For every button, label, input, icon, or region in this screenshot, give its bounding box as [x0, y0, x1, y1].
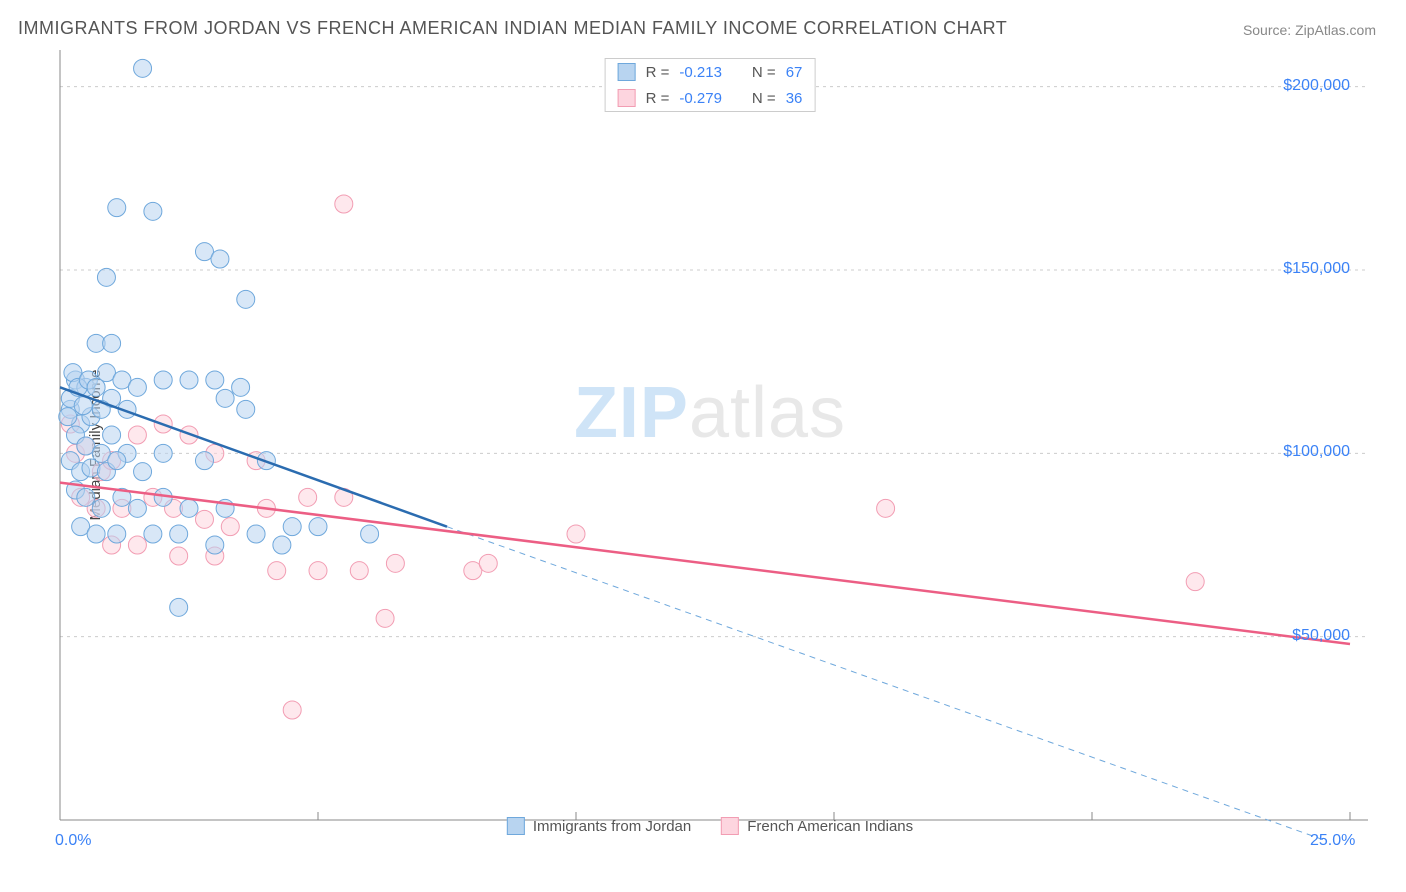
series-b-name: French American Indians: [747, 818, 913, 835]
legend-r-label: R =: [646, 90, 670, 107]
correlation-legend: R = -0.213 N = 67 R = -0.279 N = 36: [605, 58, 816, 112]
legend-n-label: N =: [752, 64, 776, 81]
legend-item-b: French American Indians: [721, 817, 913, 835]
legend-row-b: R = -0.279 N = 36: [606, 85, 815, 111]
legend-swatch-b: [618, 89, 636, 107]
legend-swatch-b: [721, 817, 739, 835]
legend-r-value-a: -0.213: [679, 64, 722, 81]
chart-area: Median Family Income ZIPatlas R = -0.213…: [50, 50, 1370, 840]
x-tick-label: 0.0%: [55, 832, 91, 850]
x-tick-label: 25.0%: [1310, 832, 1355, 850]
series-legend: Immigrants from Jordan French American I…: [507, 817, 913, 835]
y-tick-label: $150,000: [1283, 260, 1350, 278]
legend-n-label: N =: [752, 90, 776, 107]
legend-n-value-b: 36: [786, 90, 803, 107]
legend-swatch-a: [507, 817, 525, 835]
legend-item-a: Immigrants from Jordan: [507, 817, 691, 835]
legend-r-label: R =: [646, 64, 670, 81]
legend-row-a: R = -0.213 N = 67: [606, 59, 815, 85]
y-tick-label: $200,000: [1283, 77, 1350, 95]
scatter-plot: [50, 50, 1370, 840]
source-label: Source: ZipAtlas.com: [1243, 22, 1376, 38]
legend-n-value-a: 67: [786, 64, 803, 81]
y-tick-label: $50,000: [1292, 627, 1350, 645]
legend-swatch-a: [618, 63, 636, 81]
legend-r-value-b: -0.279: [679, 90, 722, 107]
series-a-name: Immigrants from Jordan: [533, 818, 691, 835]
chart-title: IMMIGRANTS FROM JORDAN VS FRENCH AMERICA…: [18, 18, 1007, 39]
y-tick-label: $100,000: [1283, 443, 1350, 461]
